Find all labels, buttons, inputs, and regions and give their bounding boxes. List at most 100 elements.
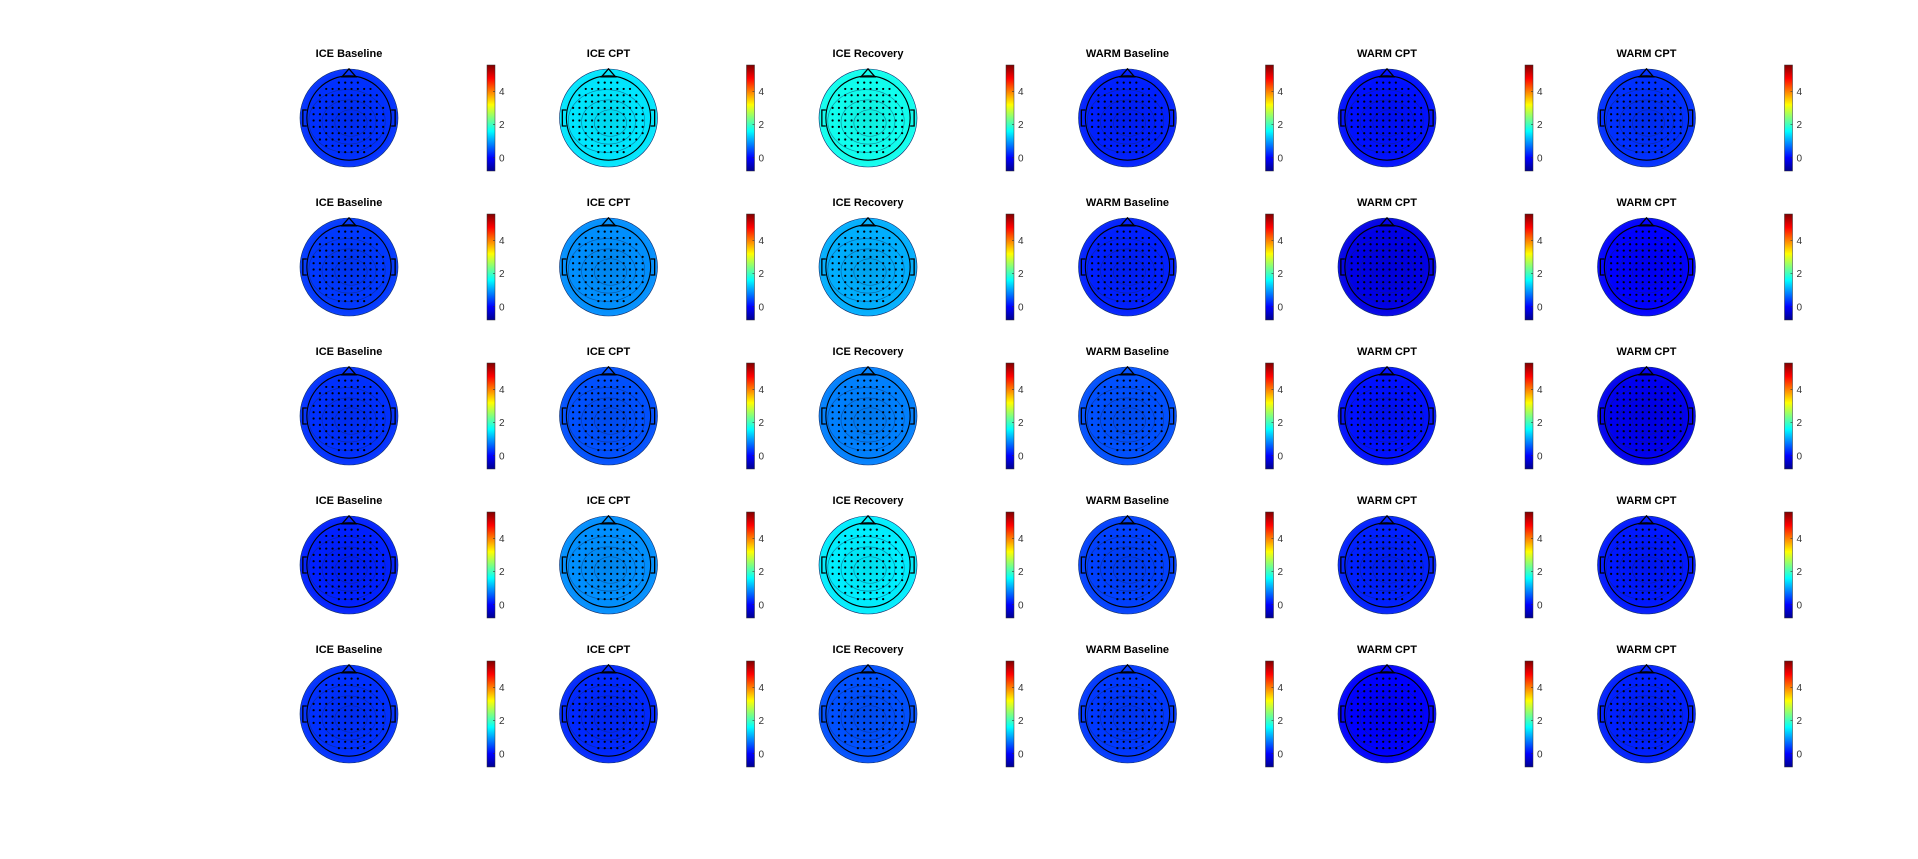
electrode-dot bbox=[837, 94, 841, 97]
electrode-dot bbox=[850, 411, 853, 414]
electrode-dot bbox=[1413, 287, 1416, 290]
electrode-dot bbox=[1109, 709, 1113, 712]
panel-title: ICE CPT bbox=[587, 495, 631, 507]
electrode-dot bbox=[1091, 715, 1094, 718]
electrode-dot bbox=[344, 151, 347, 154]
electrode-dot bbox=[1407, 125, 1410, 128]
electrode-dot bbox=[603, 81, 606, 84]
electrode-dot bbox=[1154, 287, 1157, 290]
electrode-dot bbox=[1388, 721, 1391, 724]
electrode-dot bbox=[831, 119, 834, 122]
electrode-dot bbox=[337, 300, 340, 303]
electrode-dot bbox=[856, 293, 859, 296]
electrode-dot bbox=[635, 709, 638, 712]
head-outline bbox=[1603, 224, 1690, 310]
electrode-dot bbox=[325, 740, 328, 743]
electrode-dot bbox=[882, 287, 885, 290]
electrode-dot bbox=[888, 236, 891, 240]
electrode-dot bbox=[356, 572, 359, 575]
electrode-dot bbox=[844, 566, 847, 569]
electrode-dot bbox=[844, 715, 847, 718]
electrode-dot bbox=[1147, 87, 1151, 91]
electrode-dot bbox=[1388, 87, 1391, 91]
electrode-dot bbox=[369, 106, 372, 109]
electrode-dot bbox=[1122, 541, 1125, 544]
electrode-dot bbox=[1141, 702, 1144, 705]
electrode-dot bbox=[1641, 81, 1644, 84]
electrode-dot bbox=[1413, 430, 1416, 433]
electrode-dot bbox=[597, 740, 600, 743]
electrode-dot bbox=[1097, 138, 1100, 141]
electrode-dot bbox=[844, 255, 847, 258]
electrode-dot bbox=[1666, 683, 1670, 687]
colorbar-tick-label: 0 bbox=[1797, 302, 1803, 313]
electrode-dot bbox=[1647, 430, 1651, 433]
electrode-dot bbox=[856, 585, 859, 588]
electrode-dot bbox=[1610, 255, 1613, 258]
electrode-dot bbox=[1635, 598, 1638, 601]
electrode-dot bbox=[356, 566, 359, 569]
electrode-dot bbox=[837, 281, 841, 284]
electrode-dot bbox=[894, 566, 897, 569]
electrode-dot bbox=[1394, 268, 1397, 271]
electrode-dot bbox=[1097, 255, 1100, 258]
electrode-dot bbox=[882, 398, 885, 401]
contour-line bbox=[334, 556, 368, 584]
electrode-dot bbox=[609, 411, 613, 414]
electrode-dot bbox=[1641, 591, 1644, 594]
electrode-dot bbox=[350, 436, 353, 439]
electrode-dot bbox=[1122, 287, 1125, 290]
colorbar-tick-label: 4 bbox=[1797, 534, 1803, 545]
electrode-dot bbox=[331, 243, 334, 246]
electrode-dot bbox=[1628, 430, 1632, 433]
electrode-dot bbox=[1109, 274, 1113, 277]
electrode-dot bbox=[584, 423, 587, 426]
electrode-dot bbox=[1616, 560, 1619, 563]
electrode-dot bbox=[1369, 541, 1372, 544]
electrode-dot bbox=[597, 566, 600, 569]
electrode-dot bbox=[1413, 255, 1416, 258]
electrode-dot bbox=[609, 392, 613, 395]
electrode-dot bbox=[1654, 379, 1657, 382]
electrode-dot bbox=[331, 411, 334, 414]
electrode-dot bbox=[590, 404, 594, 407]
electrode-dot bbox=[356, 151, 359, 154]
electrode-dot bbox=[1369, 728, 1372, 731]
electrode-dot bbox=[1356, 690, 1360, 693]
electrode-dot bbox=[1641, 423, 1644, 426]
colorbar-tick-label: 4 bbox=[759, 385, 765, 396]
electrode-dot bbox=[1407, 683, 1410, 687]
electrode-dot bbox=[628, 728, 632, 731]
contour-line bbox=[853, 407, 887, 435]
contour-line bbox=[321, 546, 377, 592]
electrode-dot bbox=[850, 696, 853, 699]
electrode-dot bbox=[1141, 113, 1144, 116]
electrode-dot bbox=[375, 423, 378, 426]
electrode-dot bbox=[616, 585, 619, 588]
electrode-dot bbox=[1407, 534, 1410, 538]
electrode-dot bbox=[894, 553, 897, 556]
electrode-dot bbox=[875, 132, 878, 135]
electrode-dot bbox=[337, 119, 340, 122]
electrode-dot bbox=[1420, 268, 1423, 271]
electrode-dot bbox=[325, 404, 328, 407]
electrode-dot bbox=[1635, 547, 1638, 550]
electrode-dot bbox=[641, 417, 644, 420]
electrode-dot bbox=[622, 423, 625, 426]
electrode-dot bbox=[1141, 547, 1144, 550]
left-ear bbox=[1080, 705, 1086, 723]
electrode-dot bbox=[901, 262, 904, 265]
colorbar-tick-label: 4 bbox=[1797, 87, 1803, 98]
electrode-dot bbox=[1382, 534, 1385, 538]
electrode-dot bbox=[1635, 81, 1638, 84]
electrode-dot bbox=[628, 268, 632, 271]
electrode-dot bbox=[1635, 747, 1638, 750]
electrode-dot bbox=[1666, 417, 1670, 420]
electrode-dot bbox=[856, 560, 859, 563]
electrode-dot bbox=[863, 132, 866, 135]
electrode-dot bbox=[1135, 541, 1138, 544]
